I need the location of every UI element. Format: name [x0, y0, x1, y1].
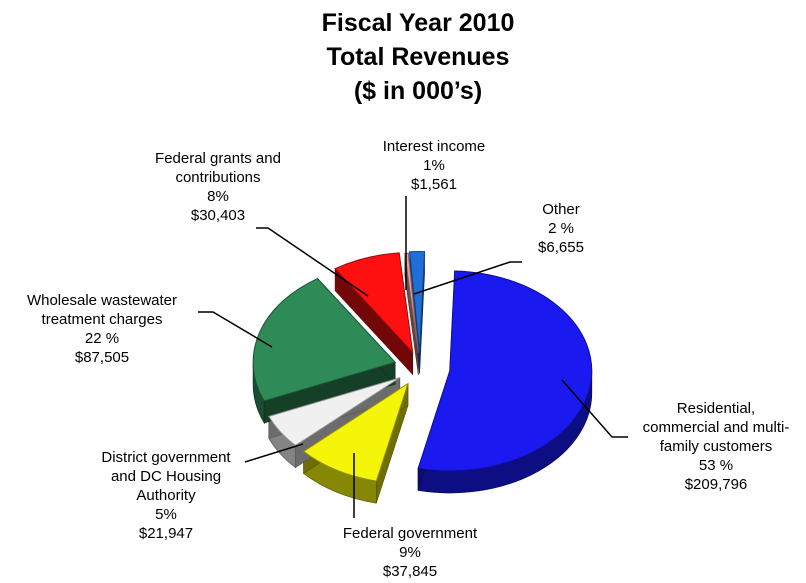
label-interest-income-line-1: 1% — [423, 157, 445, 174]
label-federal-grants-line-0: Federal grants and — [155, 150, 281, 167]
label-federal-grants-line-2: 8% — [207, 188, 229, 205]
label-federal-government-line-1: 9% — [399, 544, 421, 561]
label-other-line-0: Other — [542, 201, 580, 218]
chart-title-line-2: Total Revenues — [327, 43, 510, 71]
label-district-government-line-2: Authority — [136, 487, 196, 504]
label-wholesale-line-3: $87,505 — [75, 349, 129, 366]
pie-slices — [252, 251, 593, 504]
label-interest-income: Interest income 1% $1,561 — [383, 138, 486, 193]
label-interest-income-line-2: $1,561 — [411, 176, 457, 193]
chart-title-line-3: ($ in 000’s) — [354, 77, 482, 105]
label-other: Other 2 % $6,655 — [538, 201, 584, 256]
slice-federal-grants — [334, 252, 414, 354]
leader-lines — [198, 196, 628, 518]
label-residential-line-2: family customers — [660, 438, 773, 455]
label-residential-line-0: Residential, — [677, 400, 755, 417]
leader-district-government — [244, 443, 304, 463]
slice-other — [409, 251, 426, 352]
chart-title-line-1: Fiscal Year 2010 — [322, 9, 515, 37]
slice-labels: Residential, commercial and multi-family … — [27, 138, 789, 580]
slice-federal-government — [302, 382, 409, 482]
label-other-line-1: 2 % — [548, 220, 574, 237]
slice-district-government — [268, 377, 401, 447]
label-interest-income-line-0: Interest income — [383, 138, 486, 155]
label-district-government: District government and DC Housing Authori… — [101, 449, 231, 542]
label-wholesale-line-1: treatment charges — [42, 311, 163, 328]
slice-residential — [417, 270, 593, 472]
chart-title: Fiscal Year 2010 Total Revenues ($ in 00… — [322, 9, 515, 105]
label-residential: Residential, commercial and multi-family … — [643, 400, 790, 493]
label-district-government-line-3: 5% — [155, 506, 177, 523]
label-residential-line-3: 53 % — [699, 457, 733, 474]
label-wholesale-line-0: Wholesale wastewater — [27, 292, 177, 309]
label-other-line-2: $6,655 — [538, 239, 584, 256]
label-federal-grants: Federal grants and contributions 8% $30,403 — [155, 150, 281, 224]
label-district-government-line-1: and DC Housing — [111, 468, 221, 485]
leader-wholesale — [198, 311, 273, 348]
label-wholesale: Wholesale wastewater treatment charges 22 … — [27, 292, 177, 366]
label-wholesale-line-2: 22 % — [85, 330, 119, 347]
leader-federal-grants — [256, 227, 369, 297]
leader-residential — [561, 379, 628, 438]
label-district-government-line-4: $21,947 — [139, 525, 193, 542]
label-federal-government-line-0: Federal government — [343, 525, 478, 542]
label-residential-line-1: commercial and multi- — [643, 419, 790, 436]
slice-wholesale — [252, 277, 397, 402]
label-federal-grants-line-1: contributions — [175, 169, 260, 186]
label-federal-government: Federal government 9% $37,845 — [343, 525, 478, 580]
label-federal-grants-line-3: $30,403 — [191, 207, 245, 224]
label-residential-line-4: $209,796 — [685, 476, 748, 493]
label-federal-government-line-2: $37,845 — [383, 563, 437, 580]
label-district-government-line-0: District government — [101, 449, 231, 466]
leader-other — [413, 261, 522, 295]
